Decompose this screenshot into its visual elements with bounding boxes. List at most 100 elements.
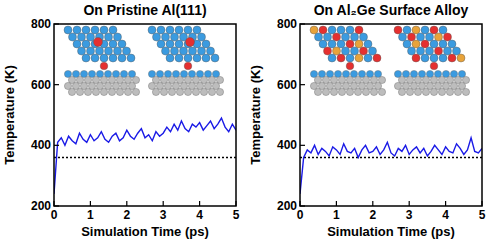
atom: [69, 33, 77, 41]
atom: [171, 47, 179, 55]
atom: [148, 26, 156, 34]
atom: [328, 40, 336, 48]
atom: [73, 40, 81, 48]
atom: [84, 88, 91, 95]
atom: [184, 54, 192, 62]
atom: [78, 47, 86, 55]
atom: [176, 88, 183, 95]
x-tick: [235, 201, 236, 206]
atom: [153, 33, 161, 41]
x-tick-label: 1: [87, 208, 94, 222]
atom: [314, 88, 321, 95]
atom: [175, 40, 183, 48]
y-tick-label: 600: [31, 78, 51, 92]
x-tick-label: 4: [442, 208, 449, 222]
atom: [64, 26, 72, 34]
atom: [444, 33, 452, 41]
atom: [166, 26, 174, 34]
structure-inset: [64, 26, 224, 96]
atom: [444, 47, 452, 55]
atom: [82, 54, 90, 62]
atom: [123, 47, 131, 55]
atom: [342, 33, 350, 41]
temperature-line: [54, 118, 236, 194]
atom: [355, 26, 363, 34]
atom: [439, 54, 447, 62]
atom: [351, 47, 359, 55]
atom: [193, 54, 201, 62]
atom: [184, 26, 192, 34]
atom: [168, 88, 175, 95]
atom: [406, 88, 413, 95]
atom: [430, 62, 438, 70]
atom: [175, 54, 183, 62]
atom: [430, 40, 438, 48]
atom: [408, 33, 416, 41]
atom: [96, 47, 104, 55]
atom: [116, 88, 123, 95]
x-tick: [445, 201, 446, 206]
atom: [76, 88, 83, 95]
atom: [118, 54, 126, 62]
x-tick: [53, 201, 54, 206]
atom: [324, 47, 332, 55]
atom: [105, 33, 113, 41]
atom: [132, 88, 139, 95]
y-tick: [300, 145, 305, 146]
atom: [364, 40, 372, 48]
atom: [462, 88, 469, 95]
atom: [364, 54, 372, 62]
atom: [162, 47, 170, 55]
atom: [92, 88, 99, 95]
atom: [337, 26, 345, 34]
atom: [446, 88, 453, 95]
atom: [403, 26, 411, 34]
panel: On Pristine Al(111)012345200400600800Sim…: [2, 2, 240, 239]
x-tick-label: 2: [123, 208, 130, 222]
atom: [378, 88, 385, 95]
atom: [171, 33, 179, 41]
atom: [100, 26, 108, 34]
atom: [448, 40, 456, 48]
atom: [328, 54, 336, 62]
atom: [346, 26, 354, 34]
atom: [124, 88, 131, 95]
atom: [421, 26, 429, 34]
atom: [114, 47, 122, 55]
atom: [360, 47, 368, 55]
y-axis-label: Temperature (K): [2, 65, 17, 164]
atom: [211, 54, 219, 62]
y-axis-label: Temperature (K): [248, 65, 263, 164]
atom: [430, 26, 438, 34]
atom: [152, 88, 159, 95]
frame: [54, 24, 236, 206]
atom: [166, 40, 174, 48]
atom: [355, 40, 363, 48]
atom: [322, 88, 329, 95]
atom: [394, 26, 402, 34]
atom: [198, 47, 206, 55]
atom: [338, 88, 345, 95]
atom: [186, 38, 195, 47]
atom: [208, 88, 215, 95]
x-tick-label: 5: [233, 208, 240, 222]
atom: [100, 54, 108, 62]
atom: [118, 40, 126, 48]
x-tick: [163, 201, 164, 206]
atom: [430, 54, 438, 62]
y-tick-label: 400: [31, 138, 51, 152]
atom: [333, 33, 341, 41]
atom: [454, 88, 461, 95]
atom: [346, 88, 353, 95]
atom: [207, 47, 215, 55]
atom: [162, 33, 170, 41]
atom: [193, 26, 201, 34]
atom: [109, 54, 117, 62]
atom: [439, 26, 447, 34]
atom: [412, 54, 420, 62]
atom: [430, 88, 437, 95]
atom: [108, 88, 115, 95]
x-tick: [90, 201, 91, 206]
atom: [346, 54, 354, 62]
y-tick-label: 200: [31, 199, 51, 213]
